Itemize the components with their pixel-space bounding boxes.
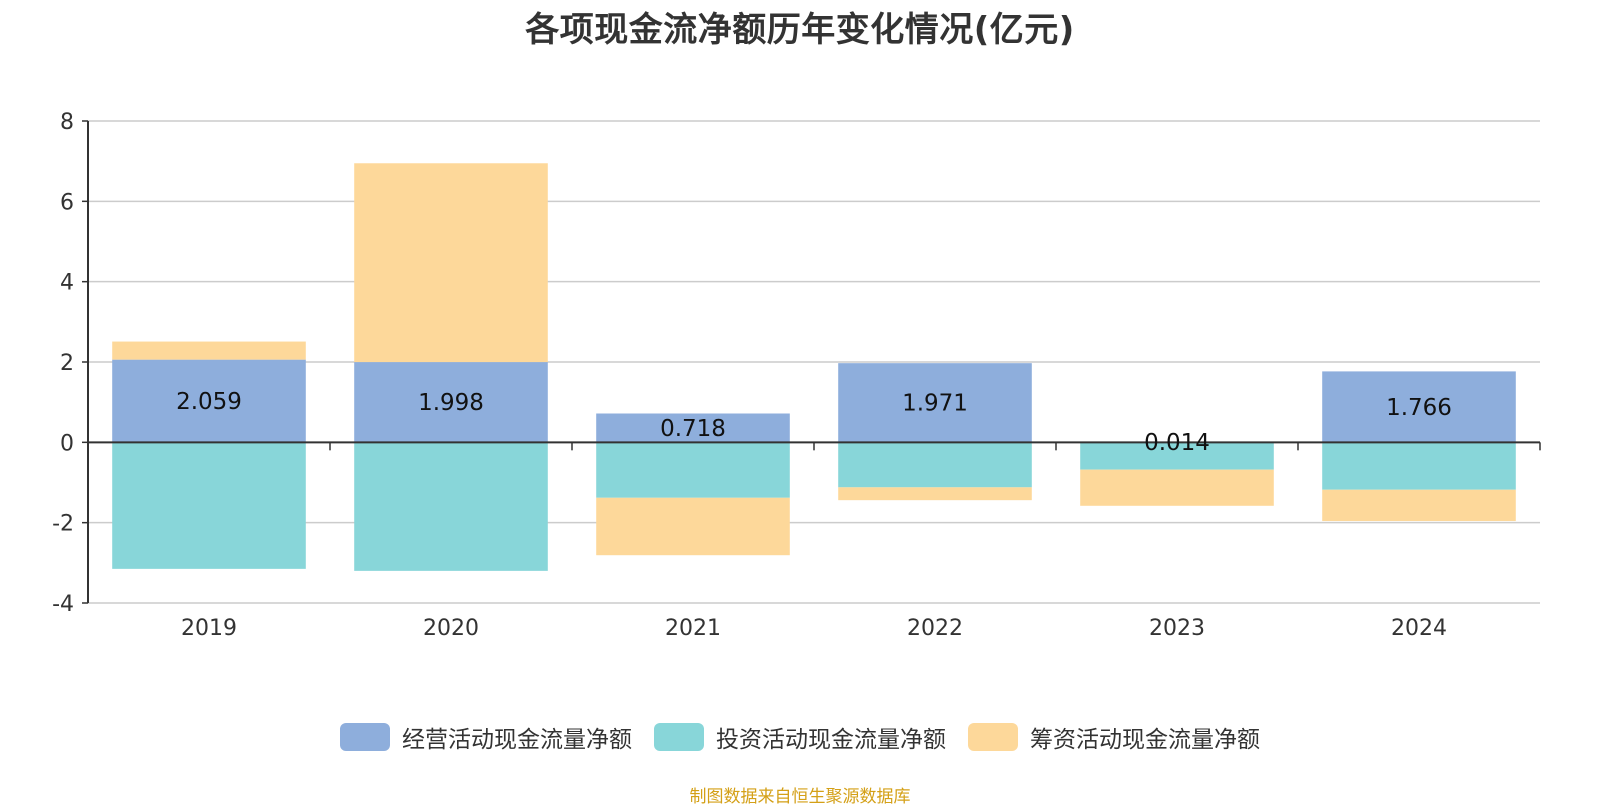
legend-label-investing: 投资活动现金流量净额 xyxy=(716,727,946,753)
bar-2023-series-1 xyxy=(1080,442,1274,470)
legend-item-financing[interactable]: 筹资活动现金流量净额 xyxy=(968,720,1260,754)
legend-swatch-financing xyxy=(968,723,1018,751)
legend-item-investing[interactable]: 投资活动现金流量净额 xyxy=(654,720,946,754)
bar-2024-series-1 xyxy=(1322,442,1516,490)
bar-2024-series-0 xyxy=(1322,371,1516,443)
x-tick-label: 2020 xyxy=(423,616,479,641)
bar-2022-series-0 xyxy=(838,363,1032,443)
x-tick-label: 2024 xyxy=(1391,616,1447,641)
bar-2024-series-2 xyxy=(1322,489,1516,522)
y-tick-label: -4 xyxy=(52,592,74,617)
bars xyxy=(112,163,1516,571)
bar-2020-series-2 xyxy=(354,163,548,363)
bar-2019-series-2 xyxy=(112,341,306,360)
bar-2022-series-2 xyxy=(838,487,1032,501)
legend-item-operating[interactable]: 经营活动现金流量净额 xyxy=(340,720,632,754)
y-tick-label: 4 xyxy=(60,271,74,296)
bar-2019-series-1 xyxy=(112,442,306,569)
x-tick-label: 2021 xyxy=(665,616,721,641)
y-tick-label: -2 xyxy=(52,512,74,537)
bar-2019-series-0 xyxy=(112,359,306,443)
bar-2021-series-1 xyxy=(596,442,790,498)
x-tick-label: 2023 xyxy=(1149,616,1205,641)
data-label: 1.971 xyxy=(902,391,968,417)
bar-2020-series-0 xyxy=(354,362,548,443)
x-tick-label: 2019 xyxy=(181,616,237,641)
legend-swatch-investing xyxy=(654,723,704,751)
chart-title: 各项现金流净额历年变化情况(亿元) xyxy=(525,10,1075,50)
axes: 8 6 4 2 0 -2 -4 2019 2020 2021 2022 2023 2024 xyxy=(52,110,1541,641)
legend-label-financing: 筹资活动现金流量净额 xyxy=(1030,727,1260,753)
y-tick-label: 0 xyxy=(60,431,74,456)
data-label: 0.014 xyxy=(1144,430,1210,456)
grid-lines xyxy=(88,120,1540,604)
chart-plot: 8 6 4 2 0 -2 -4 2019 2020 2021 2022 2023 2024 2.059 1… xyxy=(52,110,1541,641)
bar-2021-series-2 xyxy=(596,497,790,556)
data-label: 0.718 xyxy=(660,416,726,442)
legend-swatch-operating xyxy=(340,723,390,751)
legend-label-operating: 经营活动现金流量净额 xyxy=(402,727,632,753)
bar-2022-series-1 xyxy=(838,442,1032,488)
bar-2023-series-2 xyxy=(1080,469,1274,506)
data-label: 2.059 xyxy=(176,389,242,415)
y-tick-label: 6 xyxy=(60,190,74,215)
source-note: 制图数据来自恒生聚源数据库 xyxy=(689,787,911,807)
bar-2020-series-1 xyxy=(354,442,548,571)
y-tick-label: 2 xyxy=(60,351,74,376)
y-tick-label: 8 xyxy=(60,110,74,135)
bar-2021-series-0 xyxy=(596,413,790,443)
legend: 经营活动现金流量净额 投资活动现金流量净额 筹资活动现金流量净额 xyxy=(0,720,1600,754)
data-label: 1.998 xyxy=(418,390,484,416)
x-tick-label: 2022 xyxy=(907,616,963,641)
data-label: 1.766 xyxy=(1386,395,1452,421)
data-labels: 2.059 1.998 0.718 1.971 0.014 1.766 xyxy=(176,389,1452,456)
